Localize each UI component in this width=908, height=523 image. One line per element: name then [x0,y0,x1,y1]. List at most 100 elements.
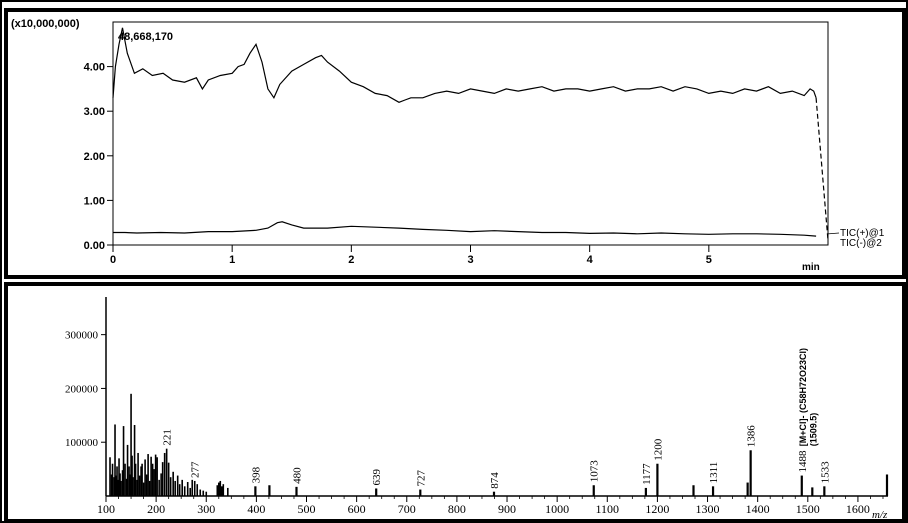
ms-adduct-annotation: [M+Cl]- (C58H72O23Cl) [798,348,808,446]
ms-peak [126,444,129,496]
tic-x-tick-label: 4 [587,254,594,266]
ms-peak [227,487,229,496]
ms-peak [254,486,257,496]
ms-peak [128,466,130,496]
ms-peak [183,486,186,496]
ms-peak [158,479,160,496]
tic-positive-line-tail [815,97,829,241]
ms-peak-label: 480 [291,467,303,484]
ms-peak-label: 1386 [746,425,758,448]
ms-x-tick-label: 1400 [746,502,770,516]
ms-peak [172,471,174,496]
ms-y-tick-label: 200000 [65,383,99,395]
ms-x-tick-label: 1600 [846,502,870,516]
ms-x-tick-label: 700 [398,502,416,516]
ms-peak [140,466,142,496]
ms-peak [656,463,659,496]
ms-x-tick-label: 1500 [796,502,820,516]
ms-x-tick-label: 800 [448,502,466,516]
ms-peak [113,477,115,496]
ms-peak [191,479,194,496]
ms-peak [181,479,183,496]
ms-peak [811,487,814,496]
ms-peak [163,452,166,496]
ms-peak [156,457,158,496]
ms-peak [125,478,128,496]
ms-x-tick-label: 1100 [596,502,620,516]
tic-x-tick-label: 0 [110,254,116,266]
ms-peak [220,486,223,496]
ms-peak [110,474,113,496]
ms-peak-label: 1488 [797,450,809,473]
ms-peak [117,479,119,496]
ms-peak [800,475,803,496]
ms-peak [199,489,202,496]
ms-peak-label: 1200 [652,438,664,461]
ms-x-tick-label: 300 [197,502,215,516]
tic-y-tick-label: 4.00 [84,62,105,74]
ms-y-tick-label: 100000 [65,437,99,449]
ms-peak [131,455,133,496]
ms-peak [692,485,695,496]
tic-x-axis-label: min [802,262,820,273]
ms-peak [189,487,192,496]
ms-peak [119,473,121,496]
ms-peak [161,462,164,496]
ms-peak [124,463,126,496]
ms-peak [419,489,422,496]
ms-peak [150,456,152,496]
tic-y-tick-label: 1.00 [84,195,105,207]
ms-peak-label: 1311 [708,462,720,484]
tic-x-tick-label: 1 [229,254,235,266]
ms-peak [134,463,137,496]
ms-peak [268,485,271,496]
bottom-panel-frame [4,282,906,523]
ms-peak [749,450,752,496]
ms-mass-annotation: (1509.5) [808,413,818,447]
tic-legend-leader [827,232,840,235]
ms-peak-label: 1177 [641,463,653,485]
tic-peak-annotation: 48,668,170 [118,31,173,43]
ms-peak [137,452,139,496]
tic-x-tick-label: 5 [706,254,712,266]
ms-peak [165,448,168,496]
ms-x-tick-label: 200 [147,502,165,516]
ms-peak [153,469,155,496]
mass-spectrum-chart: m/z 100000 200000 300000 100 200 300 400 500 60… [65,297,889,521]
ms-peak [186,482,189,496]
ms-peak [592,485,595,496]
ms-peak-label: 1533 [819,461,831,484]
ms-peak [133,425,136,496]
ms-x-tick-label: 400 [247,502,265,516]
ms-peak [138,475,141,496]
ms-y-tick-label: 300000 [65,330,99,342]
ms-peak [492,491,496,496]
ms-peak [222,484,225,496]
ms-peak-label: 277 [190,461,202,478]
ms-peak [147,454,149,496]
ms-peak [111,463,114,496]
ms-x-tick-label: 500 [298,502,316,516]
ms-x-tick-label: 900 [498,502,516,516]
tic-positive-line [112,27,817,103]
ms-peak [116,466,118,496]
ms-peak [136,479,138,496]
ms-x-tick-label: 1200 [645,502,669,516]
ms-peak [375,488,378,496]
ms-peak [644,487,647,496]
ms-peak [885,474,889,496]
ms-x-tick-label: 100 [97,502,115,516]
ms-peak [823,486,826,496]
ms-peak [167,462,170,496]
ms-peak [114,424,116,496]
ms-peak [129,474,131,496]
ms-peak-label: 398 [250,466,262,483]
ms-x-axis-label: m/z [872,509,888,521]
ms-peak [169,477,172,496]
tic-chart: (x10,000,000) 48,668,170 min 0.00 1.00 2.0… [11,18,885,273]
ms-peak [216,485,219,496]
top-panel-frame [4,8,906,279]
ms-peak [132,477,134,496]
ms-peak [121,470,124,496]
tic-y-tick-label: 3.00 [84,106,105,118]
